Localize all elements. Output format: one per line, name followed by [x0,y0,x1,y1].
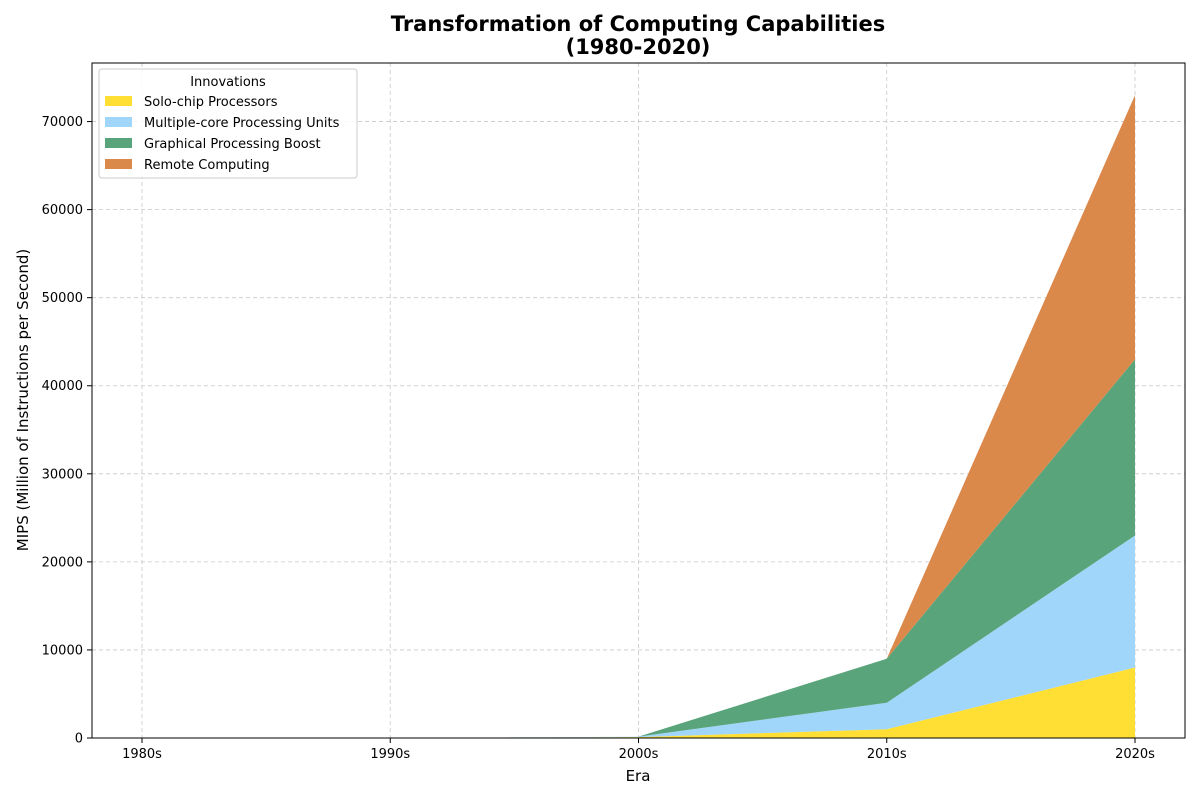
x-tick-label: 1990s [370,747,410,762]
legend-swatch-remote-computing [105,159,132,169]
x-tick-label: 2020s [1115,747,1155,762]
legend-frame [98,68,358,179]
x-axis: 1980s 1990s 2000s 2010s 2020s [122,738,1155,762]
y-tick-label: 10000 [42,643,83,658]
legend: Innovations Solo-chip Processors Multiple… [98,68,358,179]
y-axis-label: MIPS (Million of Instructions per Second… [14,249,32,551]
y-tick-label: 0 [75,732,83,747]
chart-subtitle: (1980-2020) [566,35,711,59]
legend-swatch-solo-chip-processors [105,96,132,106]
area-series [142,95,1135,738]
legend-items: Solo-chip Processors Multiple-core Proces… [105,95,340,173]
x-tick-label: 2000s [619,747,659,762]
y-axis: 0 10000 20000 30000 40000 50000 60000 70000 [42,115,92,747]
chart-title: Transformation of Computing Capabilities [391,12,885,36]
legend-swatch-graphical-processing-boost [105,138,132,148]
x-tick-label: 1980s [122,747,162,762]
legend-label-remote-computing: Remote Computing [144,158,270,173]
x-tick-label: 2010s [867,747,907,762]
y-tick-label: 70000 [42,115,83,130]
legend-label-multiple-core-processing-units: Multiple-core Processing Units [144,116,340,131]
x-axis-label: Era [626,767,651,785]
legend-label-graphical-processing-boost: Graphical Processing Boost [144,137,321,152]
y-tick-label: 20000 [42,555,83,570]
area-solo-chip-processors [142,667,1135,738]
y-tick-label: 50000 [42,291,83,306]
legend-swatch-multiple-core-processing-units [105,117,132,127]
legend-title: Innovations [190,75,266,90]
y-tick-label: 40000 [42,379,83,394]
y-tick-label: 30000 [42,467,83,482]
y-tick-label: 60000 [42,203,83,218]
legend-label-solo-chip-processors: Solo-chip Processors [144,95,278,110]
